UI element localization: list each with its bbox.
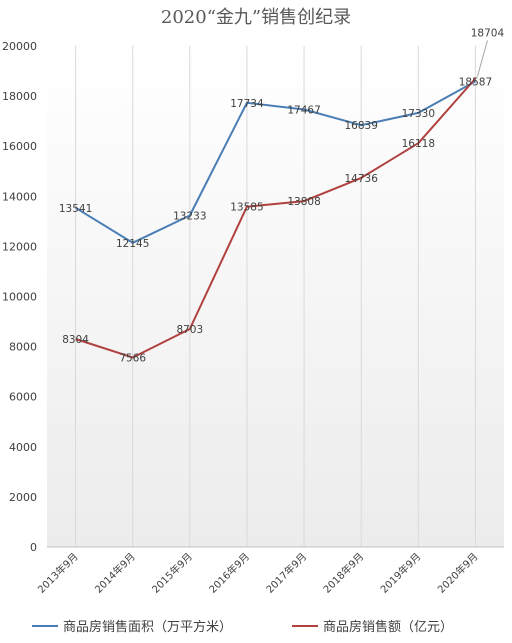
legend-label-2: 商品房销售额（亿元） (323, 619, 453, 635)
data-label: 18587 (459, 76, 492, 88)
data-label: 13541 (59, 203, 92, 215)
chart-title: 2020“金九”销售创纪录 (161, 7, 351, 28)
x-tick-label: 2013年9月 (35, 550, 81, 596)
y-tick-label: 12000 (2, 240, 37, 253)
y-tick-label: 10000 (2, 291, 37, 304)
data-label: 7566 (119, 352, 146, 364)
plot-background (47, 46, 504, 547)
data-label: 14736 (344, 173, 378, 185)
data-label: 12145 (116, 238, 149, 250)
gridlines (75, 46, 476, 547)
data-label: 13808 (287, 196, 320, 208)
data-label: 17330 (402, 108, 435, 120)
data-label: 16839 (344, 120, 377, 132)
y-axis: 0 2000 4000 6000 8000 10000 12000 14000 16000 180… (2, 40, 37, 554)
legend-label-1: 商品房销售面积（万平方米） (63, 619, 232, 635)
x-tick-label: 2019年9月 (378, 550, 424, 596)
data-label: 16118 (402, 138, 435, 150)
y-tick-label: 20000 (2, 40, 37, 53)
plot-area (47, 46, 504, 547)
data-label: 13233 (173, 211, 206, 223)
data-labels: 13541 12145 13233 17734 17467 16839 17330 18587… (59, 27, 505, 364)
y-tick-label: 0 (30, 541, 37, 554)
x-axis: 2013年9月 2014年9月 2015年9月 2016年9月 2017年9月 2018年… (35, 546, 504, 596)
y-tick-label: 14000 (2, 190, 37, 203)
data-label: 8703 (176, 324, 203, 336)
data-label-leader (476, 40, 488, 77)
x-tick-label: 2014年9月 (92, 550, 138, 596)
y-tick-label: 16000 (2, 140, 37, 153)
y-tick-label: 18000 (2, 90, 37, 103)
series-line-1 (75, 80, 476, 244)
data-label: 8304 (62, 334, 89, 346)
data-label: 18704 (471, 27, 505, 39)
x-tick-label: 2018年9月 (320, 550, 366, 596)
x-tick-label: 2020年9月 (435, 550, 481, 596)
y-tick-label: 8000 (9, 341, 37, 354)
series-lines (75, 77, 477, 359)
data-label: 13585 (230, 202, 263, 214)
data-label: 17467 (287, 104, 320, 116)
x-tick-label: 2016年9月 (206, 550, 252, 596)
data-label: 17734 (230, 98, 264, 110)
y-tick-label: 6000 (9, 391, 37, 404)
y-tick-label: 2000 (9, 491, 37, 504)
x-tick-label: 2017年9月 (263, 550, 309, 596)
series-line-2 (75, 77, 477, 359)
x-tick-label: 2015年9月 (149, 550, 195, 596)
legend: 商品房销售面积（万平方米） 商品房销售额（亿元） (32, 619, 453, 635)
y-tick-label: 4000 (9, 441, 37, 454)
